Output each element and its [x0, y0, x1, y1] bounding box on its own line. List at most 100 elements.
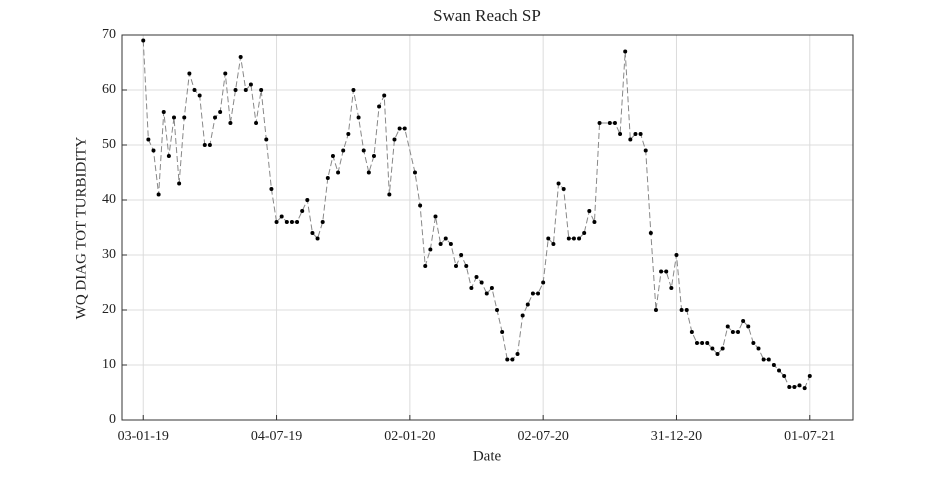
plot-frame [121, 34, 854, 421]
data-point [623, 49, 628, 54]
data-point [371, 154, 376, 158]
data-point [566, 236, 571, 241]
data-point [787, 385, 792, 389]
y-tick-label: 10 [102, 357, 116, 372]
data-point [269, 187, 274, 191]
y-tick-label: 40 [102, 192, 116, 207]
data-point [202, 143, 207, 147]
data-point [310, 231, 315, 235]
data-point [448, 242, 453, 246]
data-point [341, 148, 346, 153]
data-point [633, 132, 638, 136]
data-point [166, 154, 171, 158]
chart-title: Swan Reach SP [433, 6, 541, 25]
data-point [238, 55, 243, 59]
x-tick-label: 01-07-21 [784, 429, 835, 444]
x-tick-label: 31-12-20 [651, 429, 702, 444]
data-point [387, 192, 392, 197]
data-point [674, 253, 679, 257]
data-point [289, 220, 294, 224]
data-point [618, 132, 623, 136]
data-point [177, 181, 182, 186]
data-point [802, 386, 807, 391]
data-point [679, 308, 684, 312]
data-point [474, 275, 479, 279]
data-point [715, 352, 720, 356]
data-point [243, 88, 248, 92]
data-point [141, 38, 146, 43]
data-point [433, 214, 438, 219]
data-point [151, 148, 156, 153]
data-point [653, 308, 658, 312]
data-point [207, 143, 212, 147]
data-point [541, 280, 546, 285]
data-point [228, 121, 233, 125]
data-point [515, 352, 520, 356]
data-point [756, 346, 761, 351]
data-point [766, 357, 771, 362]
data-point [551, 242, 556, 246]
data-point [279, 214, 284, 219]
data-point [505, 357, 510, 362]
data-point [746, 324, 751, 329]
data-point [741, 319, 746, 323]
data-point [182, 115, 187, 120]
data-point [520, 313, 525, 318]
data-point [382, 93, 387, 98]
data-point [356, 115, 361, 120]
y-tick-label: 0 [109, 412, 116, 427]
data-point [669, 286, 674, 290]
data-point [736, 330, 741, 334]
data-point [438, 242, 443, 246]
data-point [777, 368, 782, 373]
data-point [161, 110, 166, 114]
data-point [556, 181, 561, 186]
data-point [577, 236, 582, 241]
data-point [418, 203, 423, 208]
data-point [561, 187, 566, 191]
data-point [771, 363, 776, 367]
data-point [510, 357, 515, 362]
data-point [213, 115, 218, 120]
y-axis-label: WQ DIAG TOT TURBIDITY [73, 137, 89, 320]
data-point [571, 236, 576, 241]
data-point [710, 346, 715, 351]
data-point [346, 132, 351, 136]
data-point [197, 93, 202, 98]
data-point [638, 132, 643, 136]
data-point [587, 209, 592, 213]
y-tick-label: 20 [102, 302, 116, 317]
data-point [315, 236, 320, 241]
data-point [361, 148, 366, 153]
data-point [659, 269, 664, 274]
data-point [259, 88, 264, 92]
data-point [320, 220, 325, 224]
data-point [351, 88, 356, 92]
data-point [694, 341, 699, 345]
data-point [233, 88, 238, 92]
data-point [423, 264, 428, 268]
data-point [443, 236, 448, 241]
data-point [479, 280, 484, 285]
data-point [797, 383, 802, 388]
data-point [402, 126, 407, 131]
data-point [392, 137, 397, 142]
data-point [628, 137, 633, 142]
data-point [187, 71, 192, 76]
data-point [489, 286, 494, 290]
data-point [366, 170, 371, 175]
data-point [730, 330, 735, 334]
data-point [146, 137, 151, 142]
data-point [689, 330, 694, 334]
y-tick-label: 30 [102, 247, 116, 262]
data-point [592, 220, 597, 224]
data-point [720, 346, 725, 351]
data-point [223, 71, 228, 76]
data-point [248, 82, 253, 87]
x-axis-label: Date [473, 448, 502, 464]
data-point [536, 291, 541, 296]
data-point [530, 291, 535, 296]
data-point [300, 209, 305, 213]
data-point [546, 236, 551, 241]
